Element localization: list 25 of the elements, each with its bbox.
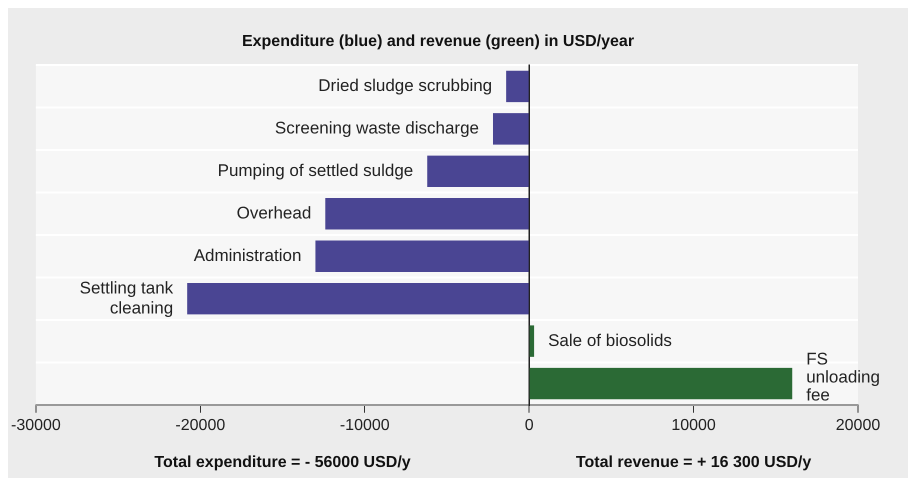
y-tick-label: Dried sludge scrubbing xyxy=(318,76,492,96)
x-tick-label: -20000 xyxy=(175,416,226,434)
x-tick-label: 0 xyxy=(524,416,534,434)
bar xyxy=(492,113,529,145)
bar xyxy=(325,198,529,230)
text: Total expenditure = - 56000 USD/y xyxy=(154,454,411,472)
bar xyxy=(427,156,529,188)
x-tick-label: 10000 xyxy=(671,416,716,434)
x-tick-label: -10000 xyxy=(340,416,390,434)
bar xyxy=(315,240,529,272)
y-tick-label: Overhead xyxy=(236,203,312,222)
y-tick-label: Settling tank cleaning xyxy=(80,278,174,318)
x-tick-label: 20000 xyxy=(836,416,880,434)
bar xyxy=(530,368,792,400)
y-tick-label: Pumping of settled suldge xyxy=(218,161,414,180)
text: Total revenue = + 16 300 USD/y xyxy=(576,454,812,472)
y-tick-label: Administration xyxy=(194,246,302,265)
y-tick-label: FS unloading fee xyxy=(806,349,880,404)
bar xyxy=(506,70,529,102)
bar xyxy=(530,325,534,357)
bar xyxy=(187,282,529,314)
chart-title: Expenditure (blue) and revenue (green) in USD/year xyxy=(242,33,634,50)
x-tick-label: -30000 xyxy=(10,416,61,434)
y-tick-label: Screening waste discharge xyxy=(274,118,479,138)
y-tick-label: Sale of biosolids xyxy=(548,330,672,350)
